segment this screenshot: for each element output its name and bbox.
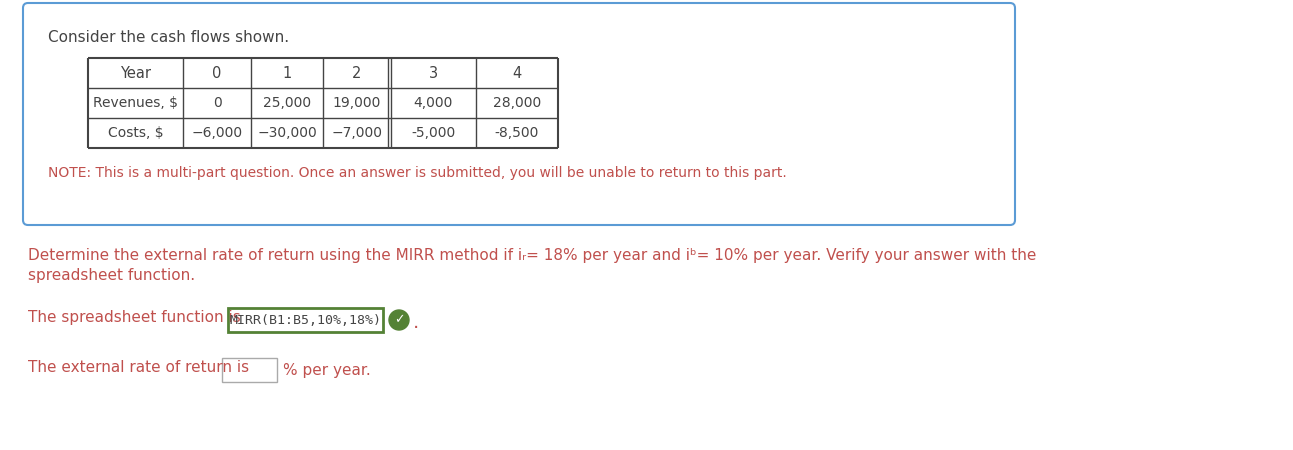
Text: 1: 1 xyxy=(282,66,292,81)
Text: Costs, $: Costs, $ xyxy=(107,126,163,140)
Text: −7,000: −7,000 xyxy=(331,126,383,140)
Text: −6,000: −6,000 xyxy=(191,126,243,140)
Text: The spreadsheet function is: The spreadsheet function is xyxy=(28,310,240,325)
Text: The external rate of return is: The external rate of return is xyxy=(28,360,250,375)
Text: −30,000: −30,000 xyxy=(257,126,317,140)
Text: NOTE: This is a multi-part question. Once an answer is submitted, you will be un: NOTE: This is a multi-part question. Onc… xyxy=(48,166,786,180)
FancyBboxPatch shape xyxy=(23,3,1015,225)
Text: .: . xyxy=(412,312,419,332)
Text: ✓: ✓ xyxy=(394,314,405,327)
Text: -8,500: -8,500 xyxy=(495,126,539,140)
Bar xyxy=(222,358,277,382)
Text: Year: Year xyxy=(120,66,151,81)
Text: spreadsheet function.: spreadsheet function. xyxy=(28,268,195,283)
Text: 4,000: 4,000 xyxy=(414,96,453,110)
Text: MIRR(B1:B5,10%,18%): MIRR(B1:B5,10%,18%) xyxy=(229,314,381,327)
Text: 0: 0 xyxy=(212,96,221,110)
Text: 2: 2 xyxy=(352,66,362,81)
Text: Consider the cash flows shown.: Consider the cash flows shown. xyxy=(48,30,290,45)
Text: 19,000: 19,000 xyxy=(332,96,381,110)
Text: Revenues, $: Revenues, $ xyxy=(93,96,178,110)
Circle shape xyxy=(389,310,409,330)
Text: 28,000: 28,000 xyxy=(493,96,542,110)
Text: 4: 4 xyxy=(512,66,521,81)
Bar xyxy=(228,308,383,332)
Text: 0: 0 xyxy=(212,66,221,81)
Text: 3: 3 xyxy=(429,66,438,81)
Text: -5,000: -5,000 xyxy=(411,126,455,140)
Text: Determine the external rate of return using the MIRR method if iᵣ= 18% per year : Determine the external rate of return us… xyxy=(28,248,1037,263)
Text: % per year.: % per year. xyxy=(283,363,371,378)
Text: 25,000: 25,000 xyxy=(262,96,312,110)
